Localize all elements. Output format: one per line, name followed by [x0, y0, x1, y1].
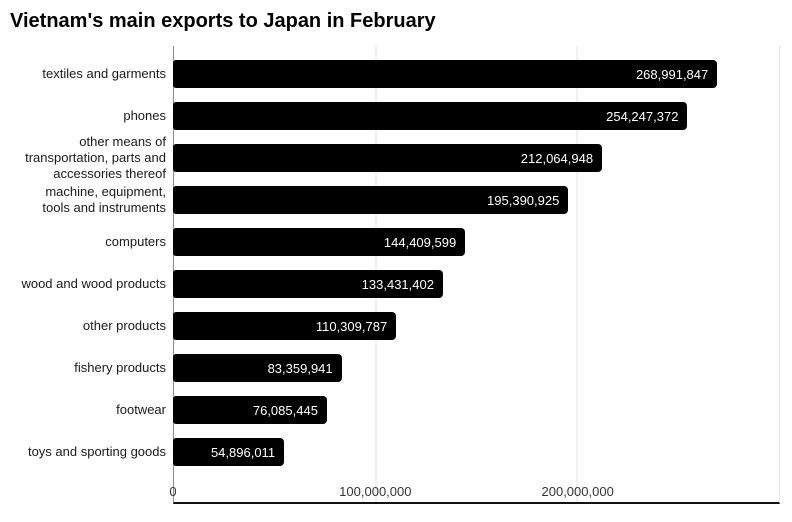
- bar-value-label: 83,359,941: [267, 360, 333, 376]
- bar: 212,064,948: [173, 144, 603, 172]
- bar: 195,390,925: [173, 186, 569, 214]
- bar-track: 212,064,948: [173, 137, 780, 179]
- bar-value-label: 144,409,599: [383, 234, 457, 250]
- x-axis-tick-label: 200,000,000: [541, 484, 614, 499]
- chart-row: phones 254,247,372: [0, 95, 792, 137]
- bar-value-label: 195,390,925: [487, 192, 560, 208]
- bar-track: 110,309,787: [173, 305, 780, 347]
- category-label: footwear: [116, 402, 166, 417]
- bar-value-label: 212,064,948: [520, 150, 594, 166]
- chart-row: machine, equipment, tools and instrument…: [0, 179, 792, 221]
- bar: 83,359,941: [173, 354, 342, 382]
- bar-value-label: 268,991,847: [635, 66, 709, 82]
- category-label: machine, equipment, tools and instrument…: [42, 184, 166, 215]
- bar-value-label: 76,085,445: [252, 402, 318, 418]
- chart-row: other products 110,309,787: [0, 305, 792, 347]
- category-label: phones: [123, 108, 166, 123]
- bar-track: 195,390,925: [173, 179, 780, 221]
- x-axis-tick-label: 0: [169, 484, 177, 499]
- bar-track: 83,359,941: [173, 347, 780, 389]
- chart-title: Vietnam's main exports to Japan in Febru…: [10, 10, 436, 32]
- bar-track: 133,431,402: [173, 263, 780, 305]
- chart-row: fishery products 83,359,941: [0, 347, 792, 389]
- bar: 54,896,011: [173, 438, 285, 466]
- bar-value-label: 54,896,011: [210, 444, 276, 460]
- bar: 254,247,372: [173, 102, 688, 130]
- chart-row: wood and wood products 133,431,402: [0, 263, 792, 305]
- x-axis-tick-label: 100,000,000: [339, 484, 412, 499]
- chart-row: footwear 76,085,445: [0, 389, 792, 431]
- category-label: toys and sporting goods: [27, 444, 166, 459]
- category-label: textiles and garments: [42, 66, 166, 81]
- category-label: fishery products: [74, 360, 166, 375]
- bar-value-label: 133,431,402: [361, 276, 434, 292]
- x-axis: 0 100,000,000 200,000,000: [169, 484, 780, 504]
- chart-row: textiles and garments 268,991,847: [0, 53, 792, 95]
- bar-track: 76,085,445: [173, 389, 780, 431]
- bar-value-label: 110,309,787: [315, 318, 388, 334]
- bar-chart: textiles and garments 268,991,847 phones 25…: [0, 46, 792, 504]
- bar-track: 144,409,599: [173, 221, 780, 263]
- chart-row: computers 144,409,599: [0, 221, 792, 263]
- bar-track: 268,991,847: [173, 53, 780, 95]
- chart-row: other means of transportation, parts and…: [0, 134, 792, 181]
- gridline: [576, 46, 578, 502]
- bar: 110,309,787: [173, 312, 397, 340]
- category-label: other means of transportation, parts and…: [25, 134, 166, 181]
- bar: 268,991,847: [173, 60, 718, 88]
- bar-track: 254,247,372: [173, 95, 780, 137]
- category-label: other products: [82, 318, 166, 333]
- bar-value-label: 254,247,372: [606, 108, 679, 124]
- chart-rows: textiles and garments 268,991,847 phones 25…: [0, 46, 792, 481]
- bar: 76,085,445: [173, 396, 327, 424]
- chart-row: toys and sporting goods 54,896,011: [0, 431, 792, 473]
- bar: 144,409,599: [173, 228, 466, 256]
- category-label: computers: [105, 234, 166, 249]
- bar-track: 54,896,011: [173, 431, 780, 473]
- category-label: wood and wood products: [21, 276, 166, 291]
- bar: 133,431,402: [173, 270, 443, 298]
